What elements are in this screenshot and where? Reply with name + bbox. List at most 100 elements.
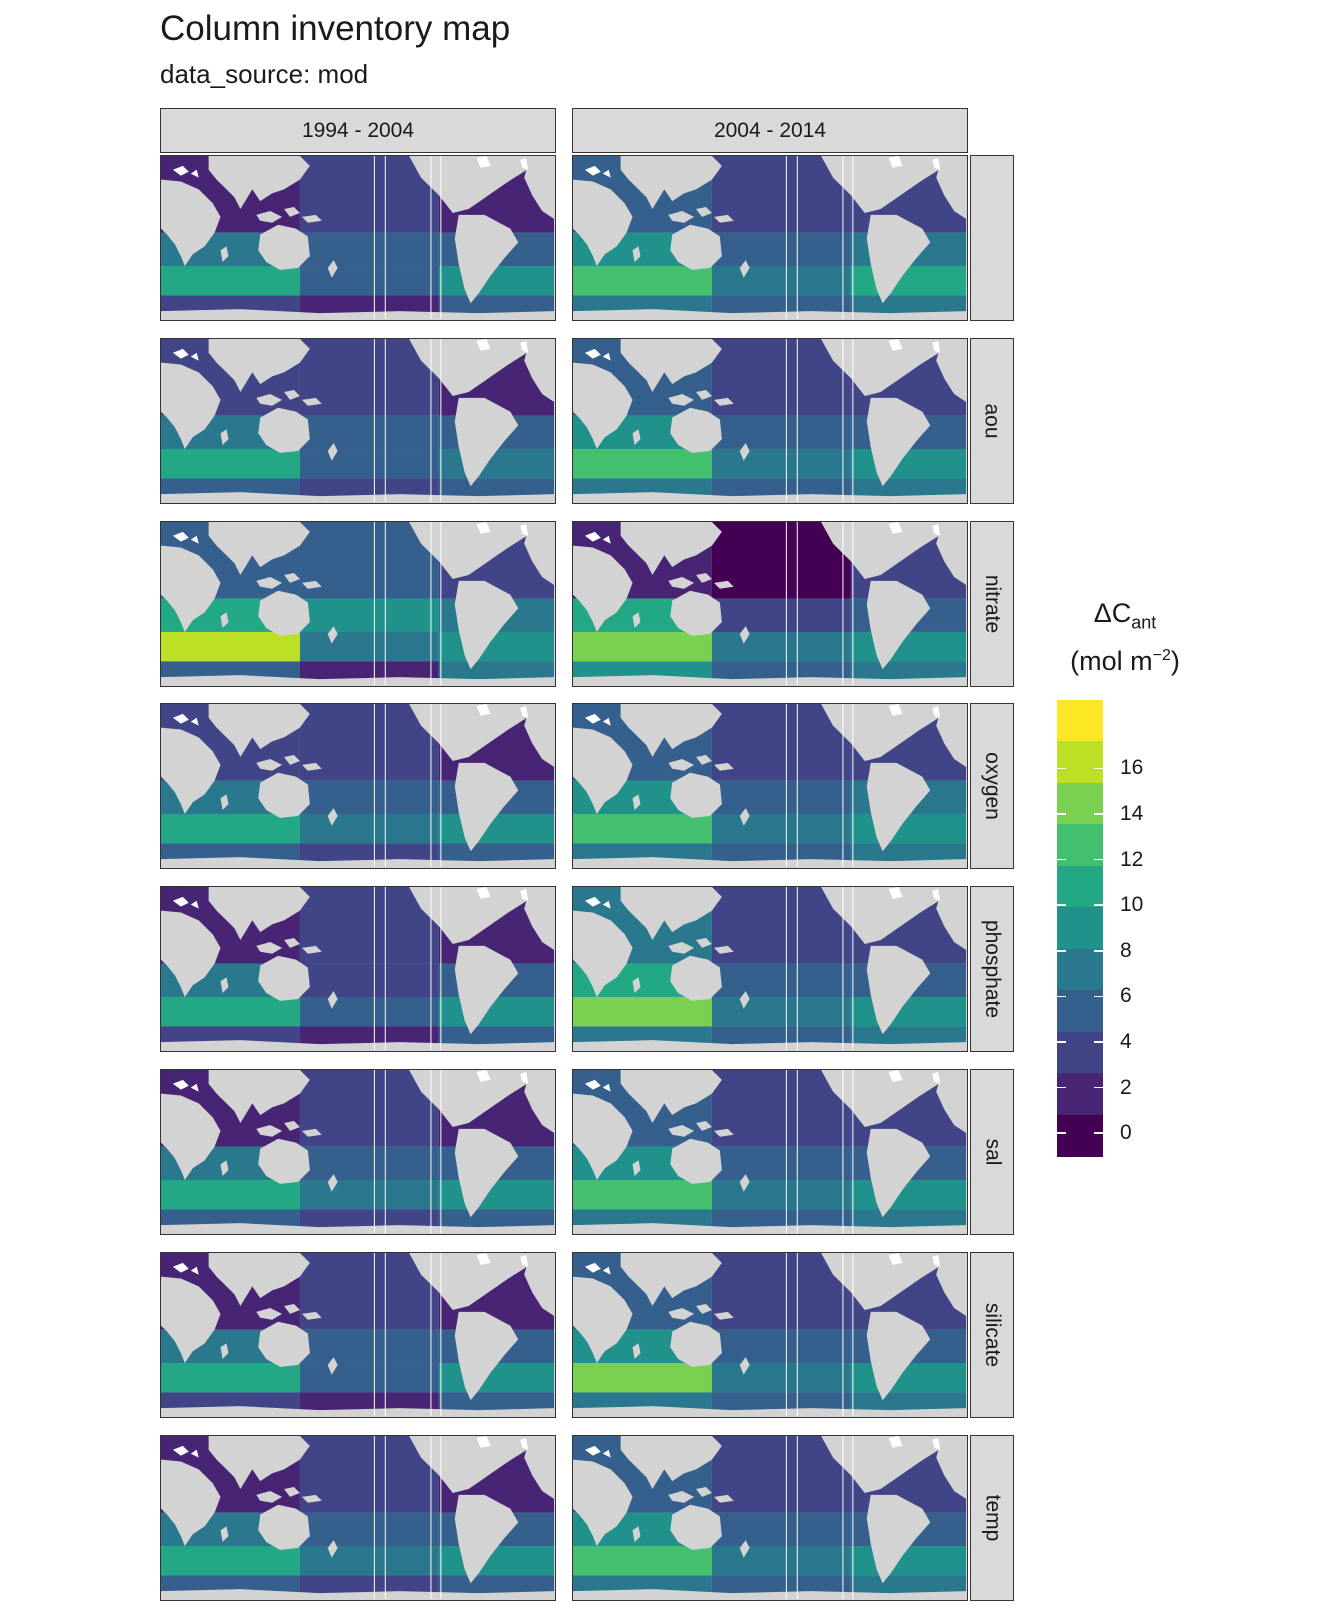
ocean-band-pacific-1 [711,963,851,998]
ocean-band-indian-2 [573,1362,712,1393]
land-mass-4 [696,389,712,400]
land-mass-5 [713,946,734,954]
land-mass-1 [220,611,229,628]
colorbar-tick-mark [1094,950,1103,952]
land-mass-9 [454,1128,519,1218]
ice-patch-0 [172,165,189,176]
ocean-band-indian-2 [573,265,712,296]
ice-patch-0 [584,165,601,176]
ocean-band-pacific-1 [711,1512,851,1546]
land-mass-3 [256,1307,283,1320]
ocean-band-pacific-1 [711,1329,851,1363]
map-svg [161,887,554,1051]
ocean-band-atlantic-2 [850,1362,966,1393]
land-mass-11 [573,857,966,868]
land-mass-2 [208,1070,310,1124]
land-mass-3 [668,1307,695,1320]
land-mass-6 [258,224,310,270]
ice-patch-2 [476,156,491,168]
ice-patch-2 [476,704,491,717]
land-mass-8 [409,1070,554,1127]
land-mass-9 [866,397,931,487]
ice-patch-3 [932,706,941,719]
map-panel-temp-0 [160,1434,556,1601]
ocean-band-pacific-2 [299,814,439,844]
ocean-band-atlantic-2 [850,265,966,296]
land-mass-11 [573,1040,966,1051]
land-mass-11 [161,1040,554,1051]
ice-patch-2 [888,521,903,534]
land-mass-8 [821,521,966,579]
map-svg [161,704,554,868]
land-mass-1 [220,1160,229,1177]
land-mass-2 [208,338,310,392]
land-mass-9 [454,763,519,852]
land-mass-9 [454,1311,519,1401]
land-mass-4 [284,207,300,217]
land-mass-6 [258,1138,310,1184]
row-strip-7: temp [970,1434,1014,1601]
land-mass-7 [327,260,338,278]
ocean-band-pacific-2 [711,1362,851,1393]
ice-patch-3 [932,340,941,353]
land-mass-8 [821,704,966,762]
row-strip-label: temp [981,1494,1004,1541]
colorbar-tick-mark [1094,813,1103,815]
colorbar-step [1057,782,1103,825]
land-mass-6 [670,955,722,1002]
map-svg [573,521,966,685]
ocean-band-pacific-2 [711,997,851,1027]
land-mass-5 [713,1311,734,1320]
colorbar-step [1057,990,1103,1033]
land-mass-5 [713,580,734,589]
ice-patch-3 [520,889,529,901]
land-mass-3 [668,1490,695,1503]
ocean-band-indian-2 [161,448,300,479]
land-mass-9 [866,214,931,304]
map-panel-silicate-0 [160,1251,556,1418]
land-mass-0 [573,179,633,266]
land-mass-8 [409,338,554,396]
ocean-band-pacific-0 [299,887,439,964]
ocean-band-pacific-1 [711,232,851,266]
land-mass-0 [573,545,633,632]
land-mass-6 [258,955,310,1002]
row-strip-label: aou [980,403,1004,439]
land-mass-10 [524,521,554,585]
land-mass-7 [327,991,338,1009]
land-mass-11 [573,1223,966,1233]
ocean-band-pacific-0 [711,338,851,416]
colorbar-tick-label: 8 [1120,938,1132,962]
land-mass-6 [670,407,722,453]
ice-patch-0 [584,348,601,359]
ice-patch-0 [172,348,189,359]
ice-patch-2 [476,1252,491,1265]
ice-patch-0 [584,897,601,907]
ice-patch-0 [172,897,189,907]
map-svg [161,1252,554,1416]
land-mass-7 [327,1539,338,1558]
land-mass-1 [632,977,641,994]
ice-patch-1 [602,1083,611,1092]
ocean-band-pacific-2 [299,1545,439,1576]
land-mass-1 [220,794,229,811]
colorbar-tick-mark [1057,995,1066,998]
land-mass-7 [739,1174,750,1192]
ocean-band-pacific-1 [711,415,851,449]
ice-patch-2 [888,338,903,351]
land-mass-6 [670,1321,722,1367]
colorbar-tick-mark [1094,995,1103,998]
ice-patch-3 [932,889,941,901]
land-mass-11 [161,1405,554,1416]
ocean-band-indian-2 [161,1362,300,1393]
land-mass-2 [620,887,722,941]
ocean-band-atlantic-2 [850,1545,966,1576]
land-mass-6 [258,1504,310,1550]
ocean-band-indian-2 [573,631,712,662]
ocean-band-atlantic-2 [850,631,966,662]
map-panel-nitrate-1 [572,520,968,687]
ocean-band-pacific-2 [299,1179,439,1210]
map-panel-oxygen-0 [160,703,556,870]
colorbar-tick-label: 16 [1120,756,1144,780]
ocean-band-indian-2 [161,1545,300,1576]
